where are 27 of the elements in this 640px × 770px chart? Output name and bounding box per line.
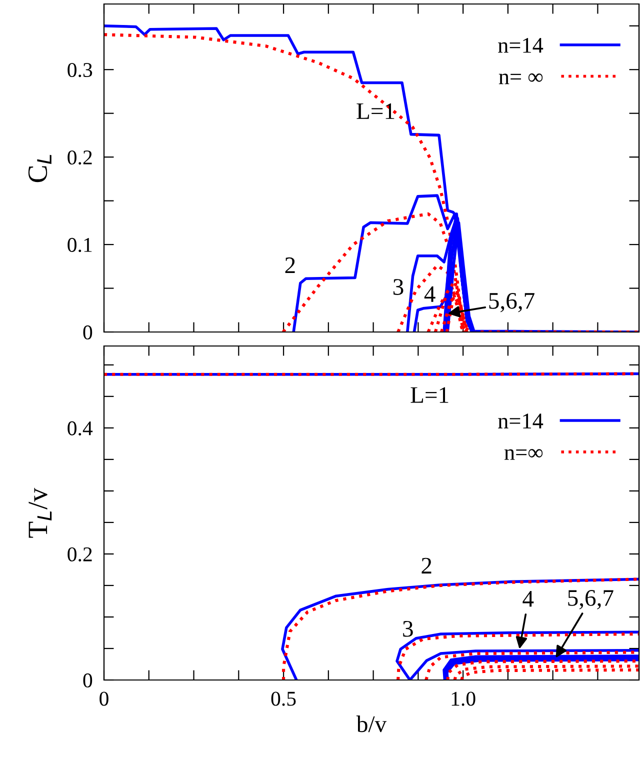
x-axis-title: b/v [356, 716, 387, 732]
y-tick-label: 0.4 [68, 421, 93, 436]
annotation: 4 [424, 286, 436, 302]
annotation: 2 [285, 257, 295, 274]
annotation: 2 [422, 558, 432, 574]
x-tick-label: 0 [100, 692, 108, 706]
y-axis-title: C$_{L}$ [28, 154, 52, 182]
y-tick-label: 0.3 [68, 62, 92, 78]
x-tick-label: 1.0 [452, 692, 476, 706]
y-tick-label: 0 [83, 673, 92, 688]
legend-label: n= ∞ [498, 73, 543, 84]
annotation: 4 [522, 591, 534, 607]
annotation: L=1 [410, 387, 448, 403]
annotation: 5,6,7 [489, 292, 534, 312]
annotation: L=1 [356, 103, 394, 119]
annotation: 3 [393, 279, 404, 295]
y-tick-label: 0.2 [68, 150, 92, 165]
y-tick-label: 0.2 [68, 547, 92, 562]
legend-label: n=∞ [504, 449, 543, 460]
x-tick-label: 0.5 [271, 692, 296, 706]
y-tick-label: 0 [83, 325, 92, 340]
legend-label: n=14 [498, 38, 544, 53]
legend-label: n=14 [498, 414, 544, 428]
annotation: 5,6,7 [568, 590, 614, 610]
y-tick-label: 0.1 [68, 238, 92, 252]
annotation: 3 [403, 620, 413, 637]
y-axis-title: T$_{L}$/v [28, 488, 52, 538]
